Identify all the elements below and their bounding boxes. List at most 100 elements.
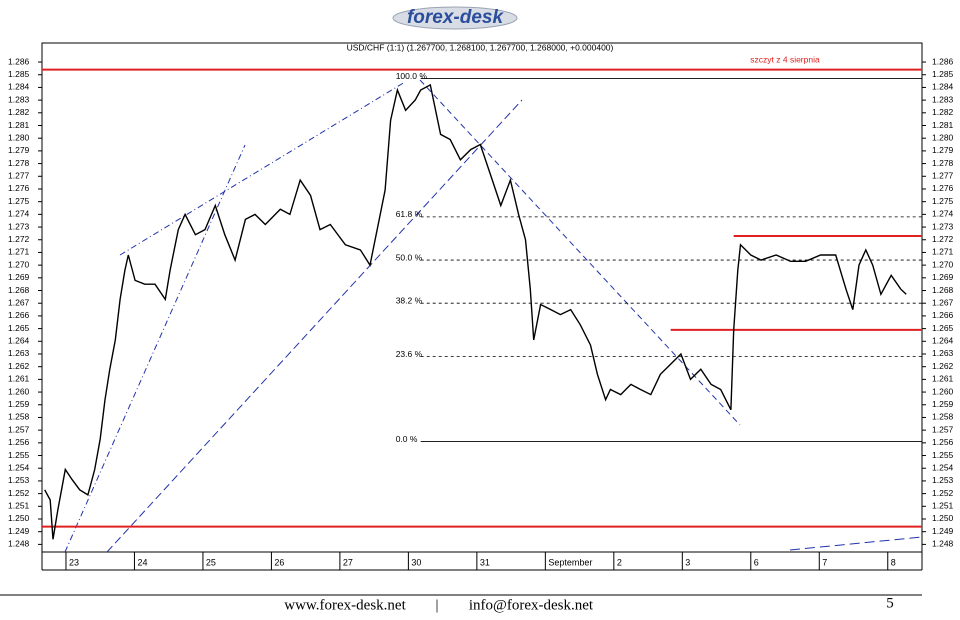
trend-line: [106, 99, 523, 553]
fib-label: 23.6 %: [396, 349, 423, 359]
y-tick-label: 1.276: [932, 183, 954, 193]
y-tick-label: 1.265: [932, 323, 954, 333]
trend-line: [64, 144, 246, 553]
y-tick-label: 1.252: [932, 488, 954, 498]
y-tick-label: 1.265: [8, 323, 30, 333]
y-tick-label: 1.277: [932, 171, 954, 181]
chart-title: USD/CHF (1:1) (1.267700, 1.268100, 1.267…: [347, 42, 614, 52]
y-tick-label: 1.269: [8, 272, 30, 282]
y-tick-label: 1.284: [932, 82, 954, 92]
y-tick-label: 1.274: [8, 209, 30, 219]
y-tick-label: 1.279: [932, 145, 954, 155]
y-tick-label: 1.270: [932, 259, 954, 269]
fib-label: 38.2 %: [396, 295, 423, 305]
y-tick-label: 1.286: [932, 56, 954, 66]
y-tick-label: 1.282: [932, 107, 954, 117]
y-tick-label: 1.261: [932, 374, 954, 384]
logo-swoosh: [392, 6, 518, 30]
y-tick-label: 1.248: [932, 539, 954, 549]
x-tick-label: 26: [274, 557, 284, 567]
trend-line: [789, 536, 923, 551]
x-tick-label: 25: [206, 557, 216, 567]
logo: forex-desk: [407, 7, 505, 28]
x-tick-label: 23: [69, 557, 79, 567]
y-tick-label: 1.259: [8, 399, 30, 409]
y-tick-label: 1.250: [8, 513, 30, 523]
y-tick-label: 1.274: [932, 209, 954, 219]
y-tick-label: 1.283: [8, 94, 30, 104]
y-tick-label: 1.254: [8, 462, 30, 472]
x-tick-label: 3: [685, 557, 690, 567]
y-tick-label: 1.250: [932, 513, 954, 523]
footer-email: info@forex-desk.net: [469, 597, 594, 613]
y-tick-label: 1.268: [8, 285, 30, 295]
y-tick-label: 1.285: [932, 69, 954, 79]
y-tick-label: 1.253: [8, 475, 30, 485]
x-tick-label: 8: [891, 557, 896, 567]
fib-label: 100.0 %: [396, 71, 428, 81]
y-tick-label: 1.248: [8, 539, 30, 549]
trend-line: [119, 81, 406, 256]
y-tick-label: 1.280: [8, 132, 30, 142]
y-tick-label: 1.256: [932, 437, 954, 447]
y-tick-label: 1.286: [8, 56, 30, 66]
y-tick-label: 1.272: [8, 234, 30, 244]
y-tick-label: 1.273: [8, 221, 30, 231]
y-tick-label: 1.269: [932, 272, 954, 282]
y-tick-label: 1.258: [932, 412, 954, 422]
y-tick-label: 1.266: [8, 310, 30, 320]
y-tick-label: 1.268: [932, 285, 954, 295]
y-tick-label: 1.281: [8, 120, 30, 130]
y-tick-label: 1.267: [8, 297, 30, 307]
footer-separator: |: [435, 597, 438, 613]
y-tick-label: 1.279: [8, 145, 30, 155]
y-tick-label: 1.252: [8, 488, 30, 498]
footer-site: www.forex-desk.net: [284, 597, 406, 613]
x-tick-label: 2: [617, 557, 622, 567]
x-tick-label: 24: [137, 557, 147, 567]
x-tick-label: 31: [480, 557, 490, 567]
y-tick-label: 1.271: [8, 247, 30, 257]
y-tick-label: 1.251: [932, 501, 954, 511]
annotation: szczyt z 4 sierpnia: [750, 54, 820, 64]
y-tick-label: 1.263: [932, 348, 954, 358]
y-tick-label: 1.263: [8, 348, 30, 358]
y-tick-label: 1.275: [8, 196, 30, 206]
plot-frame: [41, 42, 923, 553]
fib-label: 50.0 %: [396, 252, 423, 262]
y-tick-label: 1.280: [932, 132, 954, 142]
y-tick-label: 1.255: [8, 450, 30, 460]
x-tick-label: 30: [411, 557, 421, 567]
y-tick-label: 1.281: [932, 120, 954, 130]
y-tick-label: 1.270: [8, 259, 30, 269]
y-tick-label: 1.251: [8, 501, 30, 511]
y-tick-label: 1.257: [8, 424, 30, 434]
y-tick-label: 1.259: [932, 399, 954, 409]
fib-label: 61.8 %: [396, 209, 423, 219]
y-tick-label: 1.283: [932, 94, 954, 104]
y-tick-label: 1.254: [932, 462, 954, 472]
y-tick-label: 1.249: [8, 526, 30, 536]
y-tick-label: 1.273: [932, 221, 954, 231]
price-line: [44, 83, 907, 540]
y-tick-label: 1.255: [932, 450, 954, 460]
fib-label: 0.0 %: [396, 434, 418, 444]
y-tick-label: 1.257: [932, 424, 954, 434]
y-tick-label: 1.285: [8, 69, 30, 79]
y-tick-label: 1.267: [932, 297, 954, 307]
y-tick-label: 1.249: [932, 526, 954, 536]
y-tick-label: 1.275: [932, 196, 954, 206]
y-tick-label: 1.256: [8, 437, 30, 447]
y-tick-label: 1.276: [8, 183, 30, 193]
y-tick-label: 1.260: [932, 386, 954, 396]
y-tick-label: 1.253: [932, 475, 954, 485]
y-tick-label: 1.258: [8, 412, 30, 422]
y-tick-label: 1.264: [932, 336, 954, 346]
page-number: 5: [886, 595, 894, 611]
y-tick-label: 1.278: [932, 158, 954, 168]
x-tick-label: 27: [343, 557, 353, 567]
y-tick-label: 1.262: [8, 361, 30, 371]
y-tick-label: 1.271: [932, 247, 954, 257]
x-tick-label: September: [548, 557, 592, 567]
